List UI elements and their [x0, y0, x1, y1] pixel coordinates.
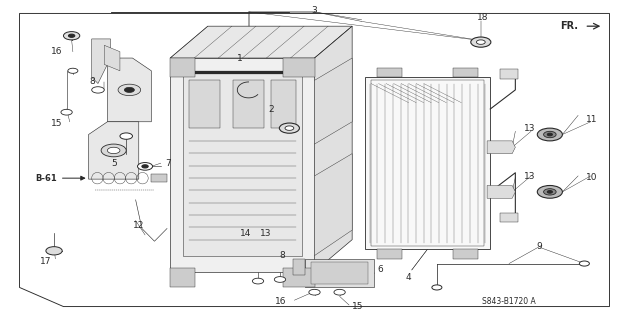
Circle shape [120, 133, 133, 139]
Circle shape [309, 289, 320, 295]
Text: 13: 13 [260, 229, 272, 238]
Polygon shape [314, 26, 352, 271]
Text: FR.: FR. [560, 21, 578, 31]
Text: S843-B1720 A: S843-B1720 A [482, 297, 536, 306]
Text: 12: 12 [133, 221, 144, 230]
Text: 8: 8 [89, 77, 95, 86]
Text: 7: 7 [165, 159, 171, 168]
Polygon shape [104, 45, 120, 71]
Circle shape [108, 147, 120, 154]
Text: 5: 5 [111, 159, 117, 168]
Text: 14: 14 [240, 229, 252, 238]
Text: 13: 13 [524, 172, 535, 181]
Text: 13: 13 [524, 124, 535, 133]
Bar [371, 80, 484, 246]
Bar [283, 268, 314, 287]
Text: 16: 16 [275, 297, 286, 306]
Text: 16: 16 [51, 46, 62, 56]
Circle shape [274, 276, 286, 282]
Text: 10: 10 [586, 173, 597, 182]
Circle shape [92, 87, 104, 93]
Bar [270, 80, 296, 128]
Polygon shape [170, 26, 352, 58]
Circle shape [101, 144, 126, 157]
Text: 15: 15 [51, 119, 62, 128]
Circle shape [46, 247, 62, 255]
Bar [311, 262, 368, 284]
Circle shape [138, 163, 153, 170]
Bar [453, 68, 477, 77]
Polygon shape [182, 71, 302, 256]
Polygon shape [487, 141, 515, 154]
Polygon shape [314, 58, 352, 144]
Bar [170, 58, 195, 77]
Polygon shape [292, 259, 305, 275]
Circle shape [543, 189, 556, 195]
Text: 18: 18 [477, 13, 489, 22]
Polygon shape [89, 122, 139, 179]
Circle shape [69, 34, 75, 37]
Text: 3: 3 [311, 6, 318, 15]
Polygon shape [92, 39, 111, 84]
Text: 15: 15 [352, 302, 364, 311]
Bar [305, 259, 374, 287]
Text: 6: 6 [377, 265, 383, 275]
Circle shape [142, 165, 148, 168]
Bar [189, 80, 220, 128]
Circle shape [61, 109, 72, 115]
Bar [377, 249, 403, 259]
Text: 9: 9 [536, 242, 542, 251]
Text: 1: 1 [237, 53, 242, 62]
Text: 4: 4 [406, 273, 411, 282]
Bar [283, 58, 314, 77]
Circle shape [537, 128, 562, 141]
Text: 17: 17 [40, 257, 52, 266]
Polygon shape [487, 186, 515, 198]
Circle shape [334, 289, 345, 295]
Bar [453, 249, 477, 259]
Circle shape [125, 87, 135, 92]
Circle shape [285, 126, 294, 130]
Circle shape [252, 278, 264, 284]
Circle shape [547, 191, 552, 193]
Circle shape [476, 40, 485, 44]
Bar [499, 69, 518, 79]
Polygon shape [314, 154, 352, 256]
Text: B-61: B-61 [35, 174, 85, 183]
Text: 11: 11 [586, 115, 597, 124]
Bar [499, 212, 518, 222]
Polygon shape [170, 58, 314, 271]
Circle shape [579, 261, 589, 266]
Text: 2: 2 [268, 105, 274, 114]
Circle shape [432, 285, 442, 290]
Bar [365, 77, 490, 249]
Text: 8: 8 [279, 251, 285, 260]
Bar [189, 71, 296, 74]
Circle shape [118, 84, 141, 96]
Bar [377, 68, 403, 77]
Circle shape [279, 123, 299, 133]
Polygon shape [152, 174, 167, 182]
Bar [170, 268, 195, 287]
Circle shape [537, 186, 562, 198]
Bar [233, 80, 264, 128]
Circle shape [547, 133, 552, 136]
Circle shape [68, 68, 78, 73]
Polygon shape [108, 58, 152, 122]
Circle shape [470, 37, 491, 47]
Circle shape [64, 32, 80, 40]
Circle shape [543, 131, 556, 138]
